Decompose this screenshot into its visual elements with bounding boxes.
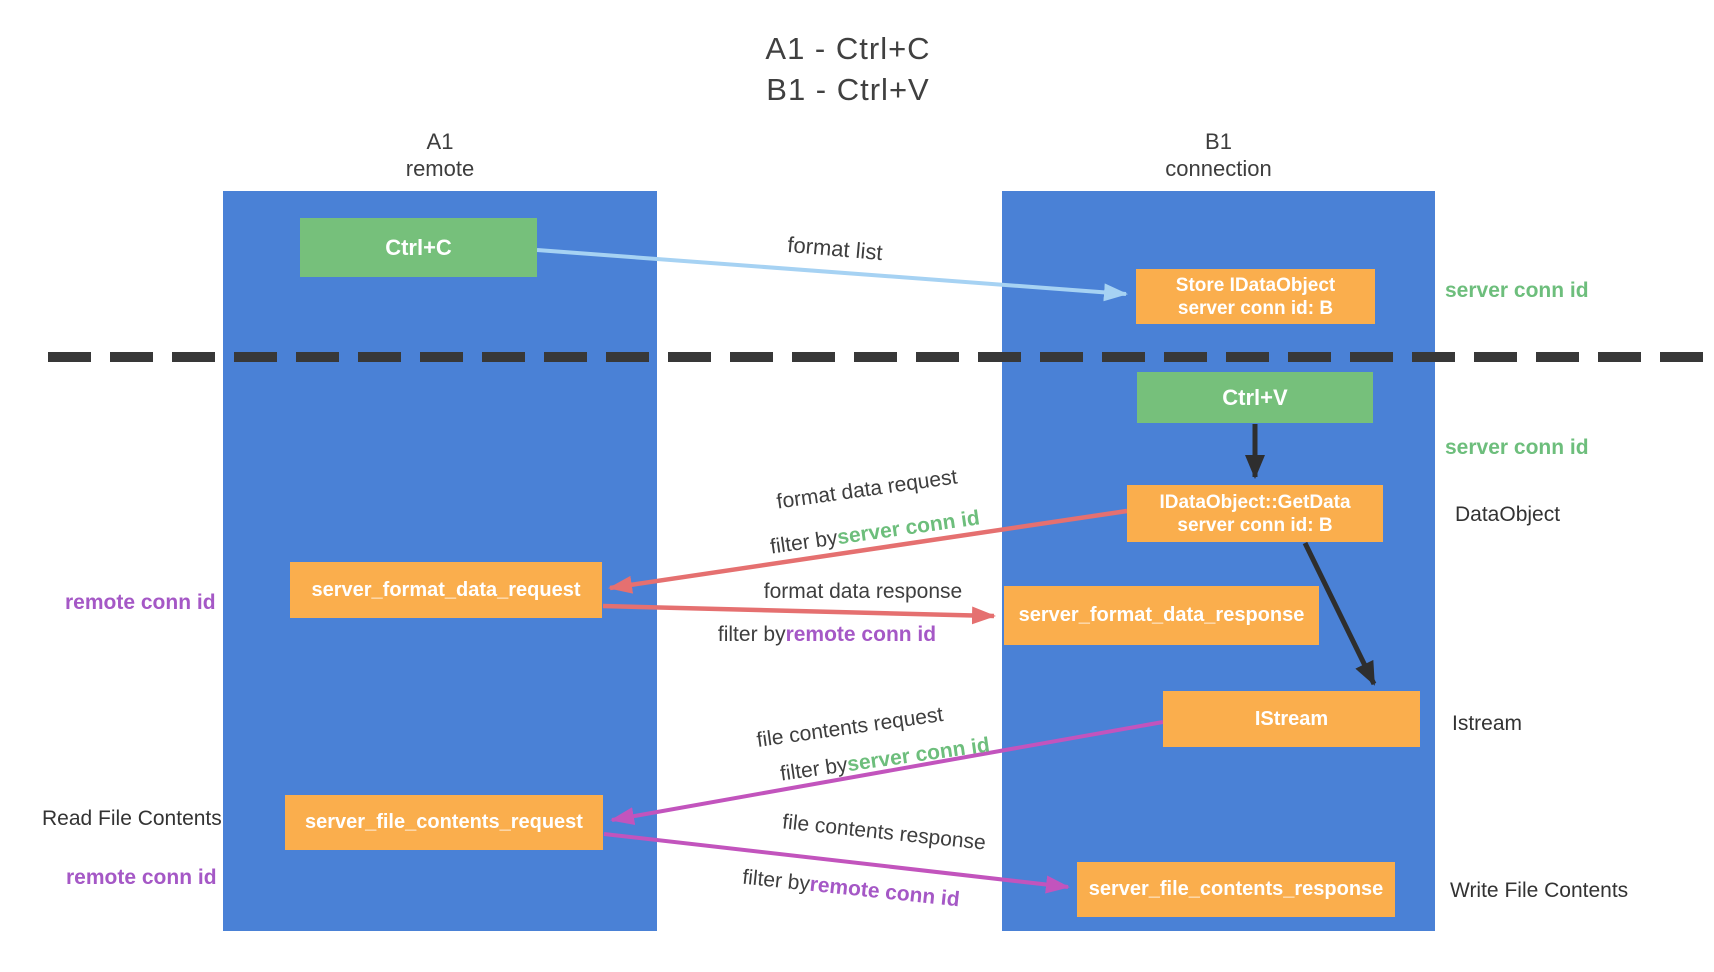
title-line-2: B1 - Ctrl+V: [766, 72, 930, 107]
column-b-subtitle: connection: [1165, 156, 1272, 181]
server-format-data-response-label: server_format_data_response: [1018, 604, 1305, 626]
column-b-id: B1: [1205, 129, 1232, 154]
ctrl-v-label: Ctrl+V: [1222, 384, 1288, 410]
filter-server-conn-id-2: server conn id: [845, 733, 992, 777]
format-data-response-arrow: [602, 603, 996, 625]
server-format-data-response-box: server_format_data_response: [1004, 586, 1319, 645]
filter-remote-conn-id-1: remote conn id: [785, 623, 937, 646]
phase-separator-line: [48, 352, 1703, 362]
filter-by-text-3: filter by: [778, 753, 849, 786]
getdata-line1: IDataObject::GetData: [1159, 491, 1351, 513]
filter-by-server-conn-id-label-1: filter byserver conn id: [769, 506, 982, 559]
istream-side-label: Istream: [1452, 712, 1523, 735]
istream-box: IStream: [1163, 691, 1420, 747]
server-conn-id-label-mid: server conn id: [1445, 436, 1589, 459]
dataobject-side-label: DataObject: [1455, 503, 1561, 526]
ctrl-c-label: Ctrl+C: [385, 234, 452, 260]
filter-remote-conn-id-2: remote conn id: [808, 872, 961, 912]
filter-by-text-2: filter by: [717, 623, 786, 646]
format-data-request-label: format data request: [775, 465, 959, 514]
format-list-label: format list: [786, 231, 884, 266]
remote-conn-id-label-left1: remote conn id: [65, 591, 216, 614]
remote-conn-id-label-left2: remote conn id: [66, 866, 217, 889]
column-a-subtitle: remote: [405, 156, 475, 181]
server-file-contents-response-box: server_file_contents_response: [1077, 862, 1395, 917]
server-conn-id-label-top: server conn id: [1445, 279, 1589, 302]
column-a-id: A1: [426, 129, 454, 154]
ctrl-v-box: Ctrl+V: [1137, 372, 1373, 423]
store-idataobject-box: Store IDataObject server conn id: B: [1136, 269, 1375, 324]
format-data-response-label: format data response: [763, 580, 963, 603]
server-format-data-request-box: server_format_data_request: [290, 562, 602, 618]
istream-box-label: IStream: [1254, 707, 1329, 730]
filter-by-text-4: filter by: [741, 865, 812, 896]
read-file-contents-label: Read File Contents: [42, 807, 222, 830]
getdata-line2: server conn id: B: [1177, 514, 1333, 536]
server-file-contents-response-label: server_file_contents_response: [1088, 878, 1384, 900]
server-file-contents-request-label: server_file_contents_request: [305, 811, 583, 833]
store-idataobject-line1: Store IDataObject: [1175, 274, 1336, 296]
server-file-contents-request-box: server_file_contents_request: [285, 795, 603, 850]
filter-server-conn-id-1: server conn id: [835, 506, 982, 550]
write-file-contents-label: Write File Contents: [1450, 879, 1629, 902]
filter-by-text-1: filter by: [768, 526, 839, 559]
file-contents-response-label: file contents response: [781, 810, 987, 855]
title-line-1: A1 - Ctrl+C: [765, 31, 931, 66]
filter-by-remote-conn-id-label-1: filter byremote conn id: [718, 623, 936, 647]
column-a-header: A1 remote: [223, 128, 657, 182]
diagram-title: A1 - Ctrl+C B1 - Ctrl+V: [598, 28, 1098, 110]
server-format-data-request-label: server_format_data_request: [311, 578, 581, 601]
filter-by-remote-conn-id-label-2: filter byremote conn id: [741, 865, 961, 913]
getdata-box: IDataObject::GetData server conn id: B: [1127, 485, 1383, 542]
store-idataobject-line2: server conn id: B: [1177, 297, 1334, 319]
column-b-header: B1 connection: [1002, 128, 1435, 182]
ctrl-c-box: Ctrl+C: [300, 218, 537, 277]
